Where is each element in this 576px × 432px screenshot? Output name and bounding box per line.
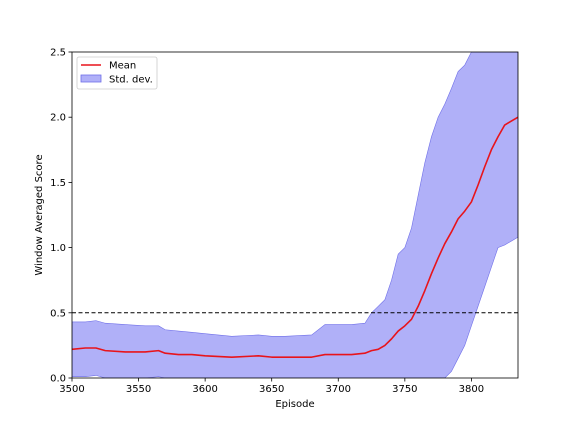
std-dev-band bbox=[72, 52, 518, 378]
y-tick-label: 2.5 bbox=[50, 48, 66, 59]
legend-std-swatch bbox=[80, 74, 102, 83]
plot-area bbox=[72, 52, 518, 378]
y-tick-label: 0.5 bbox=[50, 308, 66, 319]
x-tick-label: 3800 bbox=[459, 384, 484, 395]
x-tick-label: 3600 bbox=[192, 384, 217, 395]
y-tick-label: 2.0 bbox=[50, 113, 66, 124]
y-tick-label: 0.0 bbox=[50, 374, 66, 385]
mean-line bbox=[72, 116, 518, 358]
x-tick-label: 3650 bbox=[259, 384, 284, 395]
x-tick-label: 3500 bbox=[59, 384, 84, 395]
x-tick-label: 3700 bbox=[326, 384, 351, 395]
plot-frame bbox=[71, 51, 519, 379]
legend-std-label: Std. dev. bbox=[109, 75, 153, 86]
y-axis: 0.0 0.5 1.0 1.5 2.0 2.5 bbox=[50, 48, 72, 385]
x-tick-label: 3750 bbox=[392, 384, 417, 395]
x-tick-label: 3550 bbox=[126, 384, 151, 395]
x-axis: 3500 3550 3600 3650 3700 3750 3800 bbox=[59, 378, 484, 395]
legend: Mean Std. dev. bbox=[76, 56, 158, 90]
y-tick-label: 1.0 bbox=[50, 243, 66, 254]
y-tick-label: 1.5 bbox=[50, 178, 66, 189]
x-axis-label: Episode bbox=[275, 399, 314, 410]
legend-mean-label: Mean bbox=[109, 61, 136, 72]
y-axis-label: Window Averaged Score bbox=[34, 154, 45, 275]
